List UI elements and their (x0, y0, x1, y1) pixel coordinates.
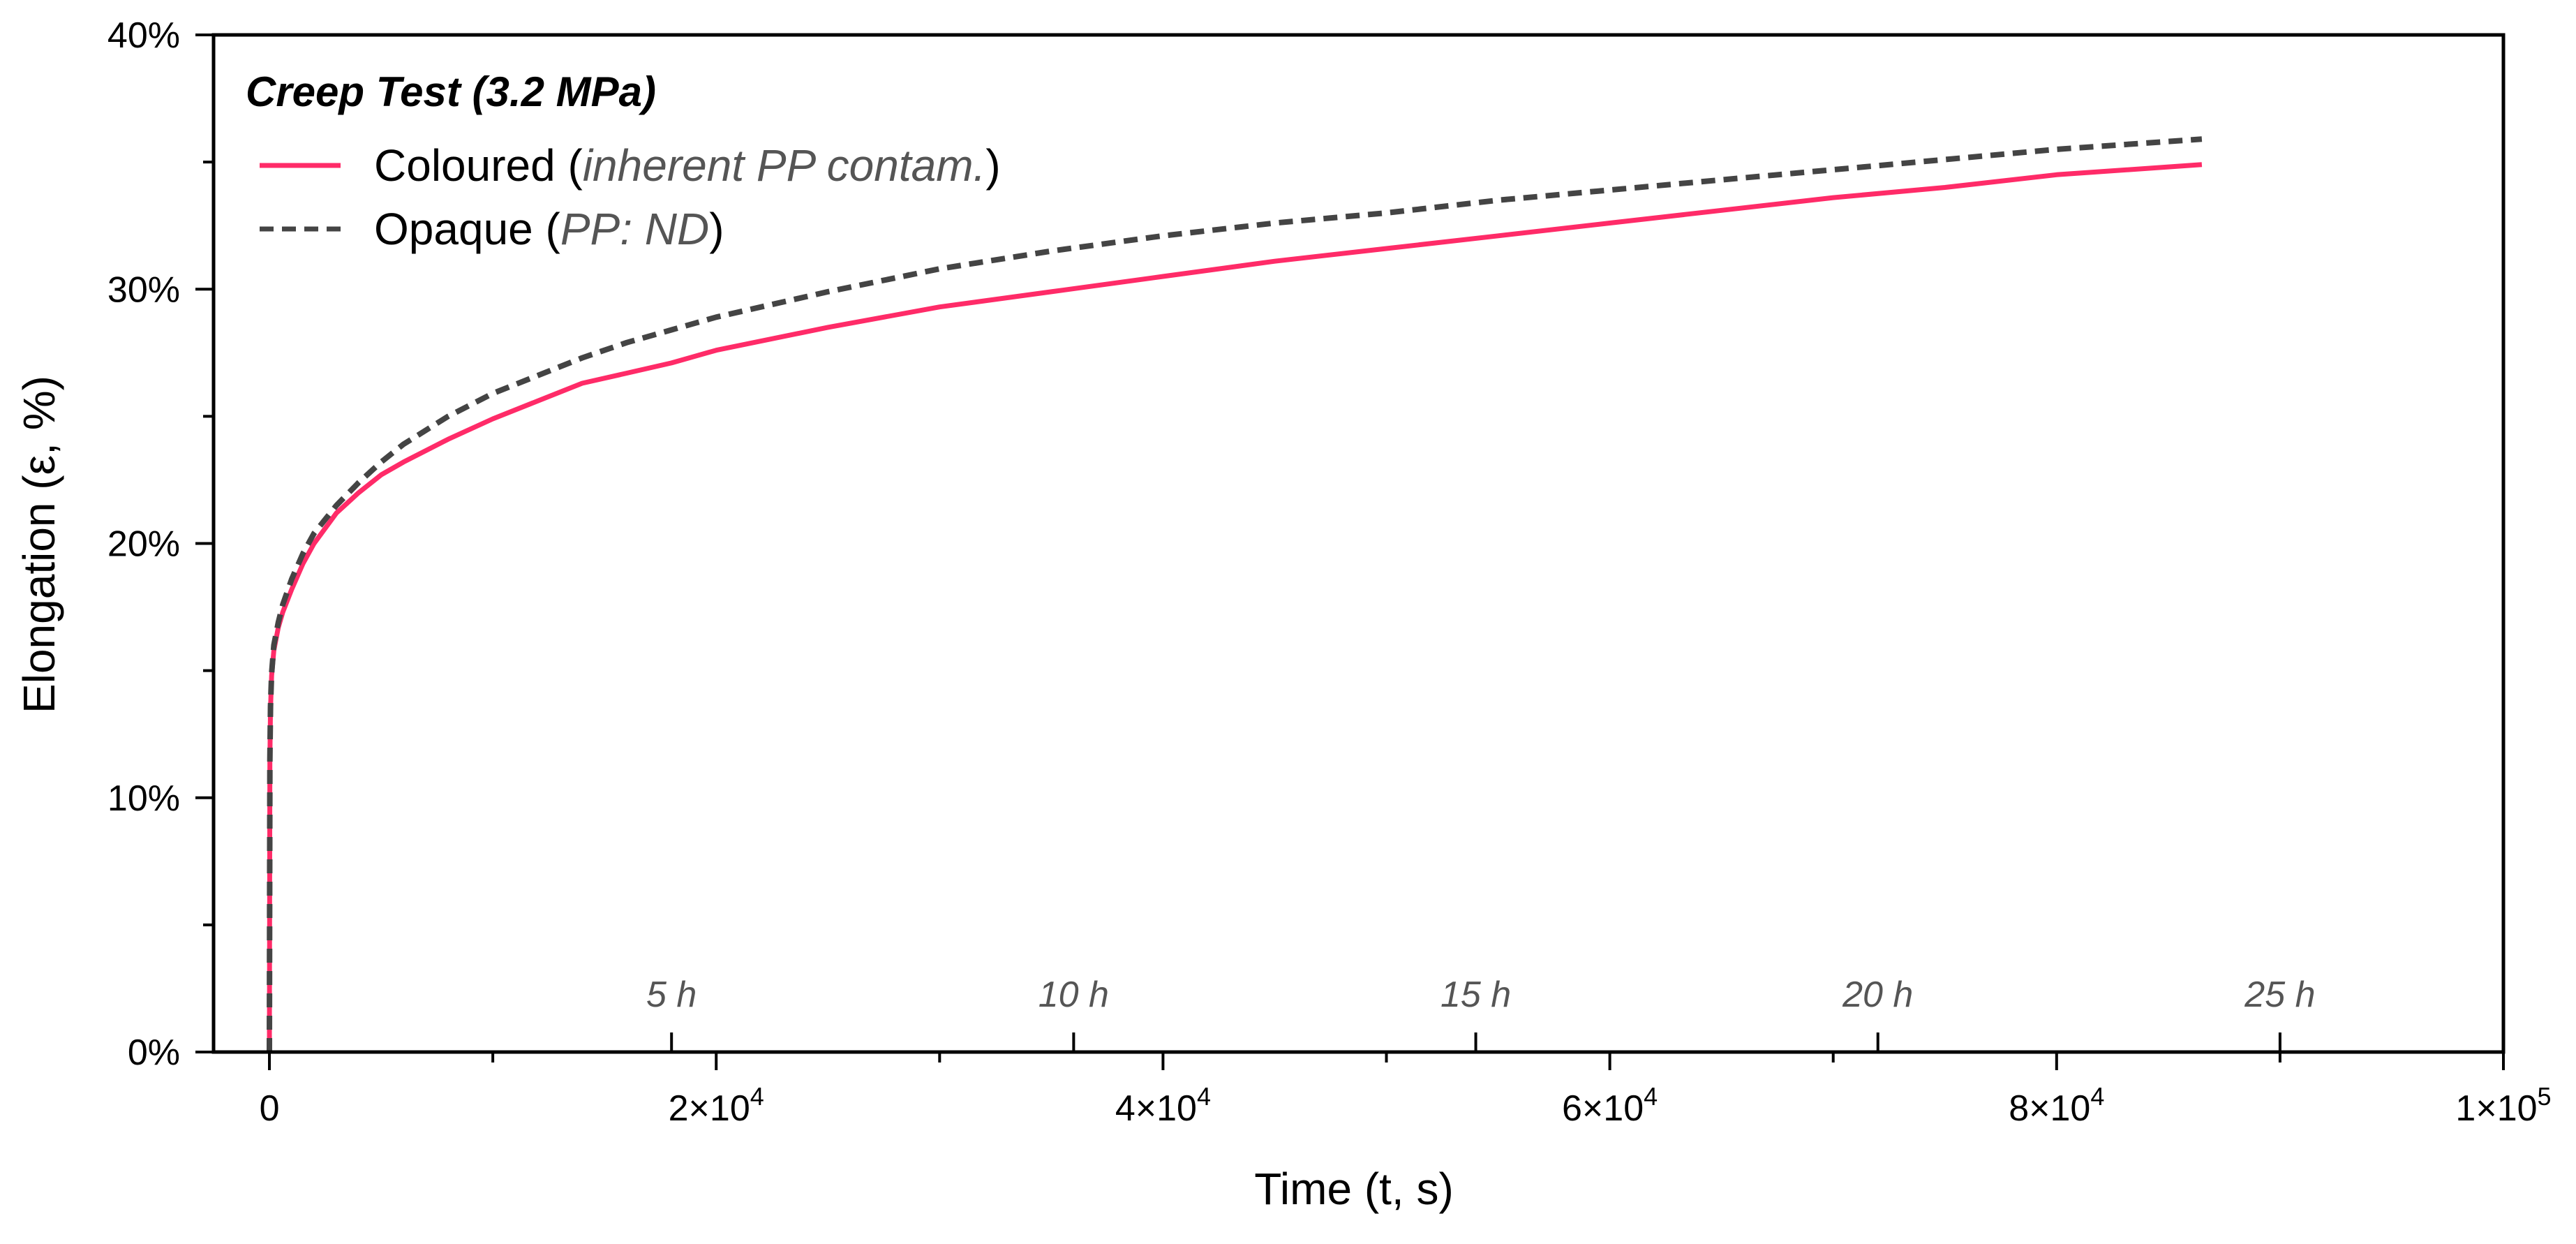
legend-paren-open: ( (556, 140, 583, 191)
hour-markers: 5 h 10 h 15 h 20 h 25 h (646, 975, 2316, 1052)
hour-marker-label: 10 h (1038, 975, 1109, 1015)
legend-label-opaque: Opaque (374, 204, 533, 254)
y-tick-label: 40% (107, 15, 180, 56)
y-tick-label: 30% (107, 269, 180, 310)
hour-marker-label: 25 h (2244, 975, 2315, 1015)
legend-note-coloured: inherent PP contam. (583, 140, 986, 191)
y-tick-label: 10% (107, 778, 180, 819)
y-axis-title: Elongation (ε, %) (14, 376, 64, 713)
legend-entry-opaque: Opaque (PP: ND) (374, 204, 724, 254)
legend-label-coloured: Coloured (374, 140, 556, 191)
y-tick-label: 0% (128, 1032, 180, 1073)
x-tick-label: 2×104 (669, 1082, 764, 1129)
x-tick-label: 1×105 (2455, 1082, 2551, 1129)
legend-note-opaque: PP: ND (560, 204, 709, 254)
x-tick-label: 0 (260, 1088, 280, 1129)
legend-paren-open: ( (533, 204, 560, 254)
x-axis-title: Time (t, s) (1254, 1164, 1454, 1214)
series-lines (267, 136, 2203, 1053)
hour-marker-label: 15 h (1440, 975, 1511, 1015)
axes: 0 2×104 4×104 6×104 8×104 1×105 0% 10% 20% 30% 40% (107, 15, 2552, 1129)
hour-marker-label: 5 h (646, 975, 697, 1015)
legend-paren-close: ) (709, 204, 724, 254)
x-tick-label: 4×104 (1115, 1082, 1211, 1129)
x-tick-label: 6×104 (1562, 1082, 1658, 1129)
series-line-opaque (267, 136, 2203, 1053)
legend-entry-coloured: Coloured (inherent PP contam.) (374, 140, 1001, 191)
legend: Creep Test (3.2 MPa) Coloured (inherent … (246, 68, 1001, 254)
legend-paren-close: ) (985, 140, 1000, 191)
hour-marker-label: 20 h (1842, 975, 1913, 1015)
chart-title: Creep Test (3.2 MPa) (246, 68, 656, 115)
x-tick-label: 8×104 (2009, 1082, 2104, 1129)
y-tick-label: 20% (107, 524, 180, 565)
